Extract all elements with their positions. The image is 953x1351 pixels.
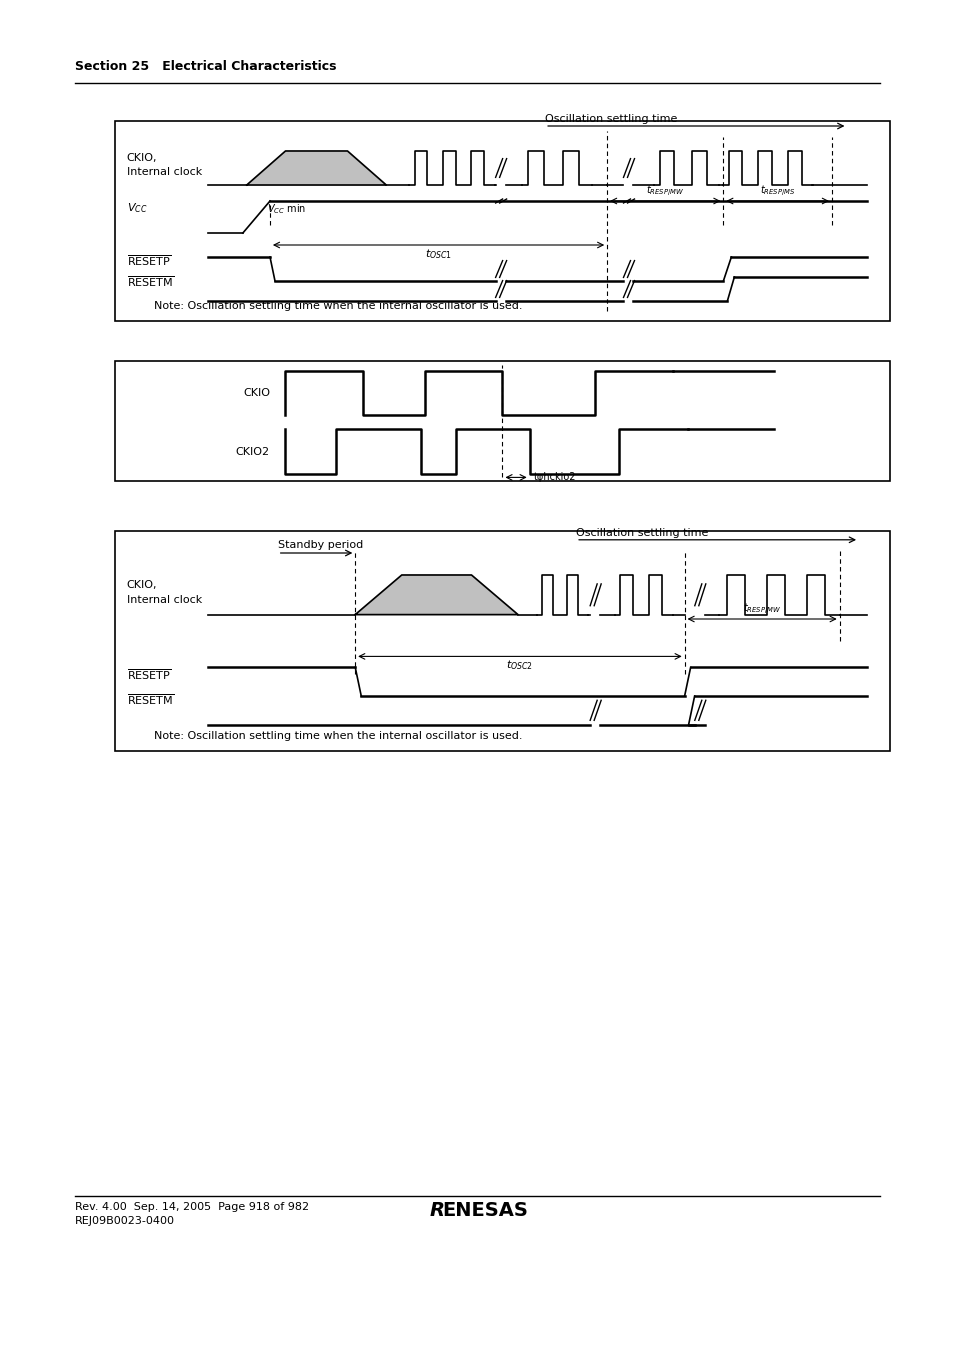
Text: R: R — [430, 1201, 444, 1220]
Text: $V_{CC}$ min: $V_{CC}$ min — [267, 203, 306, 216]
Text: $\overline{\rm RESETM}$: $\overline{\rm RESETM}$ — [127, 692, 173, 707]
Text: $\overline{\rm RESETM}$: $\overline{\rm RESETM}$ — [127, 274, 173, 289]
Text: CKIO,: CKIO, — [127, 153, 157, 163]
Polygon shape — [355, 576, 517, 615]
Text: Note: Oscillation settling time when the internal oscillator is used.: Note: Oscillation settling time when the… — [153, 731, 521, 740]
Text: $t_{RESP/MW}$: $t_{RESP/MW}$ — [742, 603, 781, 617]
Text: Note: Oscillation settling time when the internal oscillator is used.: Note: Oscillation settling time when the… — [153, 301, 521, 311]
Text: $t_{RESP/MW}$: $t_{RESP/MW}$ — [645, 184, 683, 199]
Text: $\overline{\rm RESETP}$: $\overline{\rm RESETP}$ — [127, 667, 171, 682]
Text: CKIO2: CKIO2 — [235, 447, 270, 457]
Bar — [115, 122, 889, 322]
Text: Standby period: Standby period — [277, 540, 363, 550]
Text: CKIO: CKIO — [243, 388, 270, 397]
Polygon shape — [247, 151, 386, 185]
Text: $V_{CC}$: $V_{CC}$ — [127, 201, 147, 215]
Text: Oscillation settling time: Oscillation settling time — [544, 113, 677, 124]
Text: Internal clock: Internal clock — [127, 596, 202, 605]
Text: tφhckio2: tφhckio2 — [533, 473, 576, 482]
Text: REJ09B0023-0400: REJ09B0023-0400 — [75, 1216, 174, 1225]
Text: ENESAS: ENESAS — [441, 1201, 527, 1220]
Text: $\overline{\rm RESETP}$: $\overline{\rm RESETP}$ — [127, 254, 171, 269]
Bar — [115, 361, 889, 481]
Text: $t_{OSC1}$: $t_{OSC1}$ — [425, 247, 452, 261]
Bar — [115, 531, 889, 751]
Text: Oscillation settling time: Oscillation settling time — [576, 528, 708, 538]
Text: Internal clock: Internal clock — [127, 168, 202, 177]
Text: Section 25   Electrical Characteristics: Section 25 Electrical Characteristics — [75, 59, 336, 73]
Text: $t_{RESP/MS}$: $t_{RESP/MS}$ — [759, 184, 795, 199]
Text: Rev. 4.00  Sep. 14, 2005  Page 918 of 982: Rev. 4.00 Sep. 14, 2005 Page 918 of 982 — [75, 1202, 309, 1212]
Text: $t_{OSC2}$: $t_{OSC2}$ — [506, 658, 533, 673]
Text: CKIO,: CKIO, — [127, 580, 157, 590]
